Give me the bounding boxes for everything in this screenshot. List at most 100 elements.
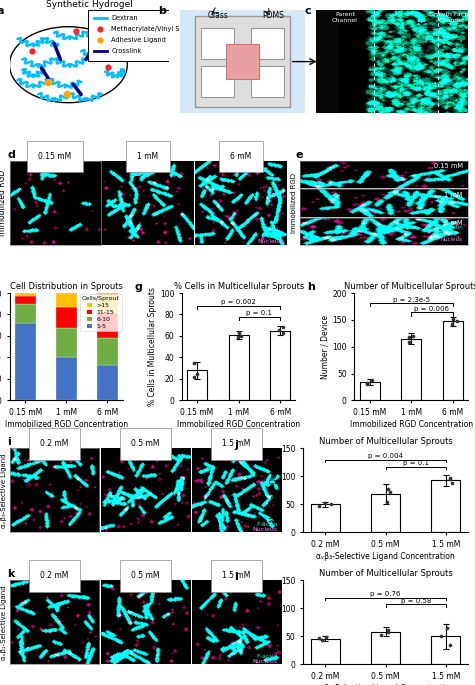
Title: Cell Distribution in Sprouts: Cell Distribution in Sprouts <box>10 282 123 291</box>
Y-axis label: αᵥβ₃-Selective Ligand: αᵥβ₃-Selective Ligand <box>1 453 7 527</box>
Bar <box>311 638 340 664</box>
Text: F-actin: F-actin <box>256 521 278 527</box>
Text: 1 mM: 1 mM <box>445 192 463 197</box>
FancyBboxPatch shape <box>226 44 259 79</box>
Y-axis label: Immobilized RGD: Immobilized RGD <box>291 173 297 233</box>
Bar <box>96 338 118 365</box>
Point <box>318 634 326 645</box>
Bar <box>270 331 290 400</box>
Text: Parent
Channel: Parent Channel <box>332 12 358 23</box>
Text: p = 0.76: p = 0.76 <box>370 591 401 597</box>
Point <box>238 330 245 341</box>
Bar <box>371 495 400 532</box>
Bar <box>431 480 460 532</box>
Text: p = 0.58: p = 0.58 <box>400 598 431 604</box>
Point <box>437 631 445 642</box>
Point <box>323 632 330 643</box>
Text: p = 0.1: p = 0.1 <box>247 310 273 316</box>
Point <box>449 314 456 325</box>
Y-axis label: αᵥβ₁-Selective Ligand: αᵥβ₁-Selective Ligand <box>1 585 7 660</box>
Text: p = 0.002: p = 0.002 <box>221 299 256 306</box>
Title: Number of Multicellular Sprouts: Number of Multicellular Sprouts <box>319 437 452 446</box>
Text: b: b <box>158 6 166 16</box>
Bar <box>96 365 118 400</box>
Point <box>279 322 287 333</box>
Text: 0.15 mM: 0.15 mM <box>38 152 72 161</box>
Point <box>190 358 198 369</box>
Text: j: j <box>234 440 238 450</box>
Text: 0.5 mM: 0.5 mM <box>131 571 160 580</box>
Text: i: i <box>7 437 11 447</box>
Point <box>193 368 200 379</box>
X-axis label: αᵥβ₁-Selective Ligand Concentration: αᵥβ₁-Selective Ligand Concentration <box>316 684 455 685</box>
Bar <box>15 296 36 303</box>
Point <box>363 377 371 388</box>
Bar <box>15 303 36 323</box>
FancyBboxPatch shape <box>201 66 234 97</box>
Text: Nucleus: Nucleus <box>441 237 463 242</box>
Text: k: k <box>7 569 15 579</box>
Bar <box>15 293 36 296</box>
Text: Glass: Glass <box>207 11 228 21</box>
Text: a: a <box>0 6 4 16</box>
Point <box>327 499 334 510</box>
Y-axis label: Number / Device: Number / Device <box>269 458 278 523</box>
FancyBboxPatch shape <box>251 66 284 97</box>
FancyBboxPatch shape <box>87 10 172 60</box>
X-axis label: αᵥβ₃-Selective Ligand Concentration: αᵥβ₃-Selective Ligand Concentration <box>316 552 455 561</box>
Title: % Cells in Multicellular Sprouts: % Cells in Multicellular Sprouts <box>173 282 304 291</box>
Text: c: c <box>304 6 311 16</box>
Bar <box>311 504 340 532</box>
Legend: >15, 11-15, 6-10, 1-5: >15, 11-15, 6-10, 1-5 <box>80 295 122 331</box>
Text: 6 mM: 6 mM <box>230 152 252 161</box>
Text: Adhesive Ligand: Adhesive Ligand <box>112 37 166 43</box>
X-axis label: Immobilized RGD Concentration: Immobilized RGD Concentration <box>350 420 473 429</box>
Bar <box>443 321 463 400</box>
Bar <box>228 335 249 400</box>
Point <box>279 327 287 338</box>
Title: Number of Multicellular Sprouts: Number of Multicellular Sprouts <box>344 282 475 291</box>
Point <box>316 633 323 644</box>
Y-axis label: Number / Device: Number / Device <box>321 314 330 379</box>
Point <box>385 484 392 495</box>
Bar <box>56 293 77 307</box>
Text: Dextran: Dextran <box>112 16 138 21</box>
Point <box>384 624 391 635</box>
Point <box>446 473 454 484</box>
Text: Nucleus: Nucleus <box>253 658 278 664</box>
Bar <box>56 358 77 400</box>
Point <box>448 319 456 329</box>
FancyBboxPatch shape <box>201 27 234 58</box>
Point <box>443 623 451 634</box>
Text: l: l <box>234 572 238 582</box>
Text: p = 0.004: p = 0.004 <box>368 453 403 460</box>
Text: F-actin: F-actin <box>444 225 463 230</box>
Bar <box>15 323 36 400</box>
Point <box>453 316 461 327</box>
Point <box>446 639 454 650</box>
Y-axis label: Immobilized RGD: Immobilized RGD <box>0 170 7 236</box>
Point <box>190 371 198 382</box>
Point <box>368 375 376 386</box>
Point <box>446 474 454 485</box>
FancyBboxPatch shape <box>251 27 284 58</box>
Y-axis label: % Cells in Multicellular Sprouts: % Cells in Multicellular Sprouts <box>148 287 157 406</box>
Point <box>409 330 417 341</box>
Text: p = 0.006: p = 0.006 <box>415 306 449 312</box>
Bar <box>187 371 207 400</box>
Point <box>386 486 394 497</box>
FancyBboxPatch shape <box>195 16 290 107</box>
Text: PDMS: PDMS <box>263 11 285 21</box>
X-axis label: Immobilized RGD Concentration: Immobilized RGD Concentration <box>177 420 300 429</box>
Point <box>384 627 391 638</box>
Text: F-actin: F-actin <box>261 234 283 239</box>
Text: Crosslink: Crosslink <box>112 48 142 54</box>
Text: g: g <box>134 282 142 292</box>
Point <box>275 324 283 335</box>
Text: Growth Factor
Channel: Growth Factor Channel <box>429 12 473 23</box>
Text: Methacrylate/Vinyl Sulfone: Methacrylate/Vinyl Sulfone <box>112 26 201 32</box>
Y-axis label: Number / Device: Number / Device <box>269 590 278 654</box>
X-axis label: Immobilized RGD Concentration: Immobilized RGD Concentration <box>5 420 128 429</box>
Point <box>236 327 243 338</box>
Text: 1 mM: 1 mM <box>137 152 159 161</box>
